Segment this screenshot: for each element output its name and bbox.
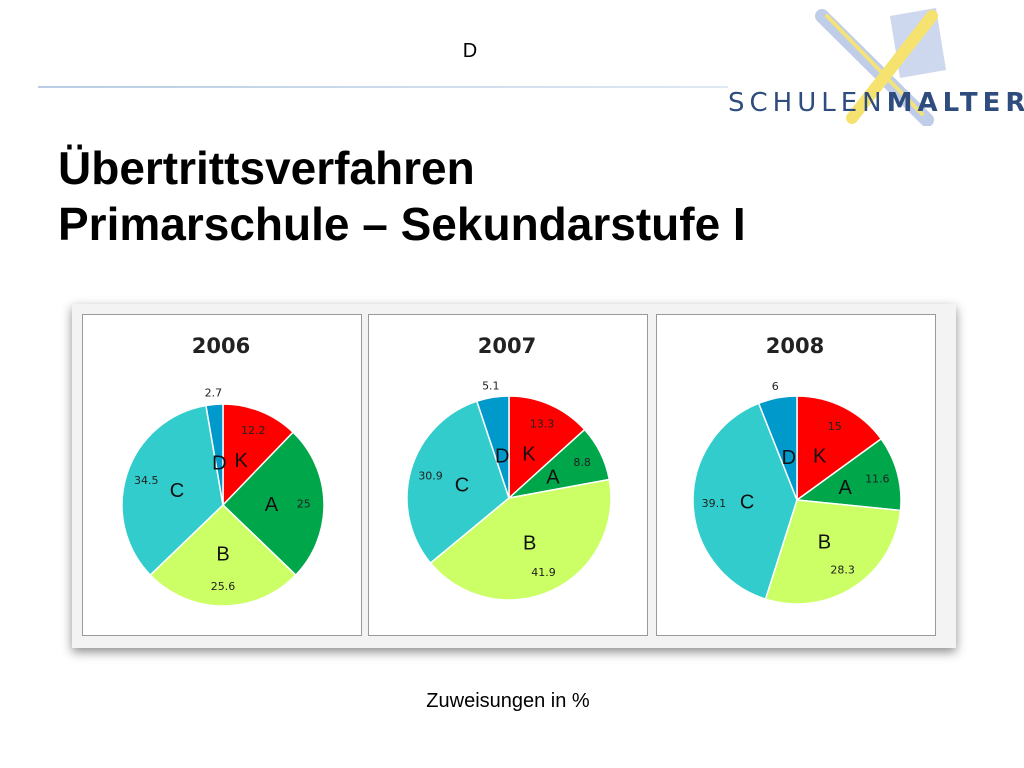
pie-value-label: 2.7 (205, 386, 223, 399)
pie-slice-k (796, 395, 883, 502)
page-letter: D (462, 40, 478, 62)
pie-category-label: B (818, 532, 831, 554)
pie-category-label: A (546, 466, 560, 488)
title-line-1: Übertrittsverfahren (58, 142, 475, 194)
pie-slice-b (429, 478, 612, 601)
header-divider (38, 86, 728, 88)
pie-slice-k (222, 403, 295, 507)
pie-value-label: 34.5 (134, 474, 159, 487)
school-logo (815, 8, 946, 126)
pie-chart-1: 2006 K 12.2 A 25 B 25.6 C 34.5 D 2.7 (121, 334, 325, 607)
pie-slice-c (121, 404, 224, 577)
pie-category-label: D (782, 447, 796, 469)
pie-category-label: B (523, 532, 536, 554)
pie-title: 2007 (478, 334, 536, 358)
pie-panel-2: 2007 K 13.3 A 8.8 B 41.9 C 30.9 D 5.1 (368, 314, 648, 636)
pie-slice-c (692, 402, 798, 601)
pie-title: 2006 (192, 334, 250, 358)
pie-slice-d (205, 403, 224, 506)
pie-slice-a (794, 437, 902, 512)
pie-category-label: K (234, 450, 248, 472)
pie-value-label: 12.2 (241, 424, 265, 437)
pie-value-label: 41.9 (531, 566, 556, 579)
pie-category-label: C (455, 474, 469, 496)
logo-text-part-1: SCHULEN (728, 88, 887, 118)
pie-value-label: 15 (828, 420, 842, 433)
pie-category-label: B (216, 543, 229, 565)
pie-panel-3: 2008 K 15 A 11.6 B 28.3 C 39.1 D 6 (656, 314, 936, 636)
pie-category-label: D (495, 446, 509, 468)
pie-slice-d (475, 395, 510, 499)
pie-value-label: 28.3 (830, 564, 855, 577)
pie-slice-b (149, 503, 297, 607)
pie-slice-c (406, 400, 510, 565)
pie-value-label: 13.3 (530, 417, 555, 430)
logo-text-part-2: MALTERS (886, 88, 1024, 118)
pie-category-label: D (212, 453, 226, 475)
pie-value-label: 5.1 (482, 379, 500, 392)
pie-chart-3: 2008 K15 A 11.6 B 28.3 C 39.1 D 6 (692, 334, 902, 605)
pie-value-label: 25.6 (211, 580, 236, 593)
pie-category-label: A (839, 477, 853, 499)
pie-slice-a (221, 431, 325, 577)
pie-panel-1: 2006 K 12.2 A 25 B 25.6 C 34.5 D 2.7 (82, 314, 362, 636)
page-title: Übertrittsverfahren Primarschule – Sekun… (58, 140, 746, 252)
pie-category-label: K (813, 446, 827, 468)
pie-chart-2: 2007 K 13.3 A 8.8 B 41.9 C 30.9 D 5.1 (406, 334, 612, 601)
pie-value-label: 25 (297, 497, 311, 510)
pie-value-label: 30.9 (418, 469, 443, 482)
chart-caption: Zuweisungen in % (426, 690, 590, 712)
pie-value-label: 6 (772, 380, 779, 393)
logo-text: SCHULENMALTERS (728, 88, 1024, 118)
pie-value-label: 39.1 (702, 497, 727, 510)
pie-slice-d (757, 395, 798, 501)
pie-category-label: A (265, 494, 279, 516)
pie-value-label: 11.6 (865, 472, 890, 485)
pie-value-label: 8.8 (573, 456, 591, 469)
pie-slice-b (764, 499, 902, 605)
pie-category-label: C (170, 480, 184, 502)
pie-slice-k (508, 395, 586, 500)
chart-frame: 2006 K 12.2 A 25 B 25.6 C 34.5 D 2.7 2007 K 13.3 A 8.8… (72, 304, 956, 648)
title-line-2: Primarschule – Sekundarstufe I (58, 198, 746, 250)
pie-category-label: K (522, 443, 536, 465)
logo-cross-icon (815, 8, 946, 126)
pie-category-label: C (740, 492, 754, 514)
pie-title: 2008 (766, 334, 824, 358)
